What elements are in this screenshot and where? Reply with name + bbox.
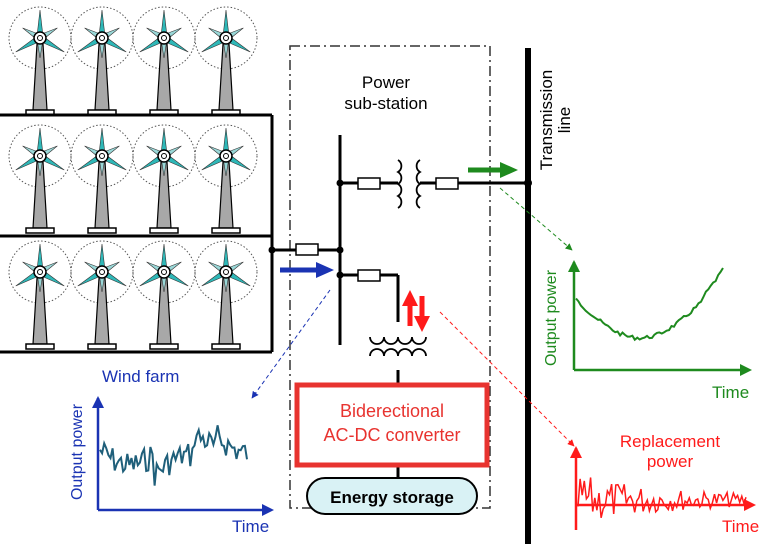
- wind-farm-wiring: [0, 113, 274, 354]
- substation-label-1: Power: [362, 73, 411, 92]
- replacement-power-trace: [577, 477, 747, 518]
- arrow-icon: [280, 262, 334, 278]
- wind-turbine-icon: [70, 240, 134, 350]
- transformer-icon: [369, 336, 427, 357]
- resistor-icon: [295, 243, 319, 256]
- replacement-label-1: Replacement: [620, 432, 720, 451]
- wind-turbine-icon: [8, 240, 72, 350]
- arrow-icon: [402, 290, 430, 332]
- output-plot: [568, 260, 752, 376]
- junction-dot: [336, 179, 344, 187]
- pointer-to-wind-plot: [251, 289, 331, 399]
- replacement-plot-xlabel: Time: [722, 517, 759, 536]
- wind-turbine-icon: [132, 240, 196, 350]
- resistor-icon: [435, 177, 459, 190]
- output-power-trace: [575, 267, 724, 342]
- junction-dot: [336, 246, 344, 254]
- substation-label-2: sub-station: [344, 94, 427, 113]
- wind-farm-label: Wind farm: [102, 367, 179, 386]
- wind-turbine-icon: [132, 124, 196, 234]
- pointer-to-replacement-plot: [439, 311, 575, 447]
- wind-turbine-icon: [132, 6, 196, 116]
- converter-box: [294, 382, 490, 468]
- output-plot-ylabel: Output power: [543, 269, 560, 366]
- resistor-icon: [357, 269, 381, 282]
- wind-farm-turbines: [8, 6, 258, 350]
- wind-turbine-icon: [194, 240, 258, 350]
- wind-turbine-icon: [8, 124, 72, 234]
- converter-label-2: AC-DC converter: [323, 425, 460, 445]
- arrow-icon: [468, 162, 518, 178]
- wind-output-trace: [99, 425, 248, 486]
- transmission-label-2: line: [555, 107, 574, 133]
- converter-label-1: Biderectional: [340, 401, 444, 421]
- wind-plot-xlabel: Time: [232, 517, 269, 536]
- transformer-icon: [396, 159, 422, 209]
- transmission-line-label: Transmission line: [537, 70, 574, 170]
- energy-storage-box: [306, 477, 478, 515]
- wind-turbine-icon: [194, 6, 258, 116]
- energy-storage-label: Energy storage: [330, 488, 454, 507]
- wind-turbine-icon: [70, 6, 134, 116]
- junction-dot: [336, 271, 344, 279]
- wind-turbine-icon: [194, 124, 258, 234]
- wind-plot-ylabel: Output power: [69, 403, 86, 500]
- wind-plot: [92, 396, 274, 516]
- replacement-label-2: power: [647, 452, 694, 471]
- pointer-to-output-plot: [499, 187, 573, 251]
- output-plot-xlabel: Time: [712, 383, 749, 402]
- replacement-plot: [570, 446, 756, 530]
- resistor-icon: [357, 177, 381, 190]
- wind-turbine-icon: [8, 6, 72, 116]
- transmission-label-1: Transmission: [537, 70, 556, 170]
- wind-turbine-icon: [70, 124, 134, 234]
